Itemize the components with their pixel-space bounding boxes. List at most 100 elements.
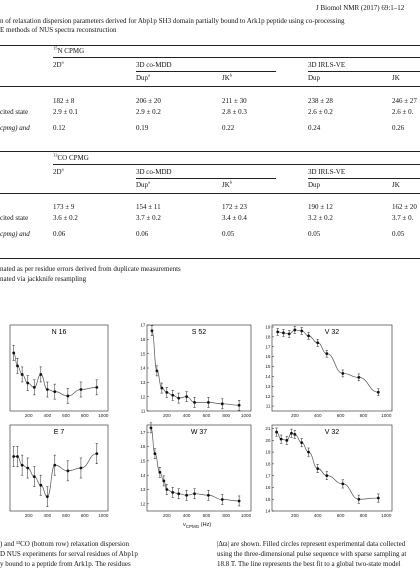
section-divider [0,151,420,152]
y-tick-label: 14 [265,374,271,379]
data-point [307,334,310,338]
y-tick-label: 15 [265,364,271,369]
data-point [66,394,70,398]
table-cell: 0.06 [136,230,149,238]
panel-title: V 32 [325,429,340,436]
data-point [165,390,169,394]
data-point [376,496,380,500]
y-tick-label: 15 [265,497,271,502]
col-2d-15n: 2Da [53,59,64,69]
y-tick-label: 12 [140,501,146,506]
table-cell: 0.22 [222,124,235,132]
data-point [12,351,16,355]
x-tick-label: 400 [43,413,51,418]
fit-curve [13,352,97,397]
y-tick-label: 19 [265,325,271,330]
data-point [20,373,24,376]
irls-underline-13co [308,178,420,179]
col-irls-13co: 3D IRLS-VE [308,168,346,176]
data-point [300,329,304,333]
x-tick-label: 800 [222,513,230,518]
table-caption-line2: E methods of NUS spectra reconstruction [0,26,117,34]
data-point [275,430,278,434]
data-point [153,452,157,456]
data-point [185,395,189,399]
table-bottom-rule [0,258,420,259]
data-point [20,463,24,467]
x-tick-label: 1000 [381,513,392,518]
data-point [282,331,285,335]
data-point [162,479,166,483]
sub-jk-15n: JKb [222,72,233,82]
data-point [45,388,49,391]
panel-title: S 52 [192,329,207,336]
panel-plot: 11 12 13 14 15 16 17 18 19 200 400 600 800 1000 V 32 [265,324,393,418]
x-tick-label: 800 [360,513,368,518]
data-point [26,381,30,385]
data-point [165,488,169,491]
data-point [16,455,19,458]
fit-curve [151,330,240,406]
panel-plot: 200 400 600 800 1000 E 7 [9,424,109,518]
sub-jk-13co: JKb [222,179,233,189]
data-point [95,452,99,456]
table-cell: 154 ± 11 [136,203,161,211]
y-tick-label: 13 [265,384,271,389]
y-tick-label: 17 [140,430,146,435]
sub-dup2-13co: Dup [308,181,321,189]
y-tick-label: 12 [265,394,271,399]
footnote-b: nated via jackknife resampling [0,275,87,283]
data-point [316,467,320,470]
data-point [79,388,83,391]
data-point [177,396,181,400]
data-point [79,466,83,470]
data-point [285,438,289,442]
data-point [300,441,304,445]
data-point [237,499,241,503]
section-15n-underline [53,57,420,58]
data-point [207,493,210,497]
data-point [279,437,283,441]
x-tick-label: 600 [337,413,345,418]
panel-plot: 11 12 13 14 15 16 17 200 400 600 800 1000 S 52 [140,323,252,418]
x-tick-label: 200 [163,413,171,418]
y-tick-label: 14 [140,473,146,478]
data-point [53,390,57,394]
data-point [16,364,19,368]
y-tick-label: 14 [140,366,146,371]
row-label: cpmg) and [0,124,30,132]
data-point [376,390,380,394]
data-point [177,492,181,496]
table-cell: 2.9 ± 0.2 [136,108,161,116]
table-cell: 0.05 [222,230,235,238]
table-cell: 182 ± 8 [53,97,75,105]
panel-frame [9,424,109,512]
dispersion-panel: 200 400 600 800 1000 N 16 [0,324,112,421]
x-tick-label: 400 [43,513,51,518]
y-tick-label: 17 [265,344,271,349]
y-tick-label: 13 [140,380,146,385]
data-point [193,492,196,496]
data-point [150,329,154,333]
caption-left-line1: ) and ¹³CO (bottom row) relaxation dispe… [0,540,130,548]
y-tick-label: 13 [140,487,146,492]
x-tick-label: 800 [81,413,89,418]
row-label: cited state [0,108,29,116]
y-tick-label: 16 [140,444,146,449]
panel-frame [146,324,252,412]
x-tick-label: 600 [203,513,211,518]
data-point [237,403,241,407]
y-tick-label: 11 [141,409,146,414]
data-point [207,401,210,404]
panel-frame [271,324,393,412]
panel-title: E 7 [54,429,65,436]
table-cell: 246 ± 27 [392,97,417,105]
x-tick-label: 400 [314,513,322,518]
caption-right-line1: |Δϖ| are shown. Filled circles represent… [217,540,406,548]
row-label: cited state [0,214,29,222]
panel-plot: 12 13 14 15 16 17 200 400 600 800 1000 W 37 [140,422,252,518]
y-tick-label: 15 [140,351,146,356]
data-point [53,463,57,467]
caption-left-line3: y bound to a peptide from Ark1p. The res… [0,560,131,568]
table-cell: 206 ± 20 [136,97,161,105]
